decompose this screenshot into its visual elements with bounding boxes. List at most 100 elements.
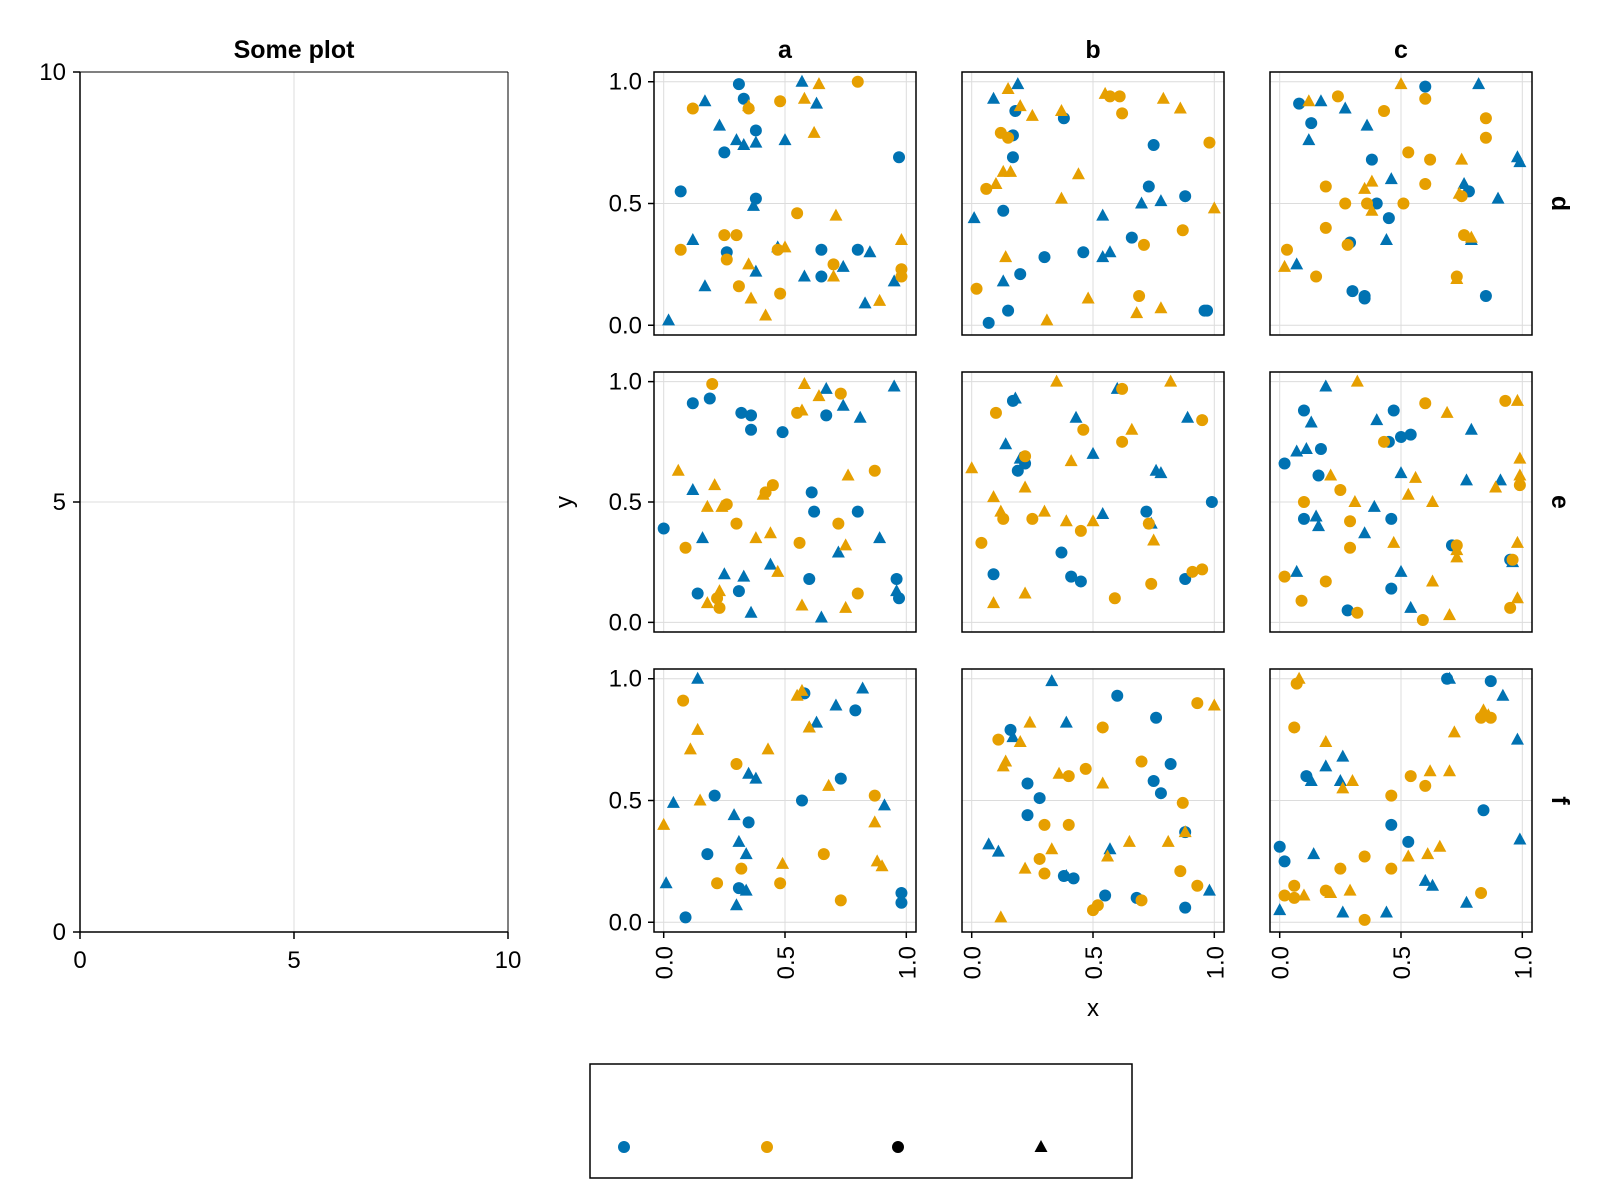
facet-x-tick-label: 1.0 bbox=[894, 946, 921, 979]
point-ea-16 bbox=[686, 482, 700, 495]
point-ea-4 bbox=[745, 409, 758, 422]
point-fb-36 bbox=[1176, 796, 1189, 809]
point-da-15 bbox=[749, 135, 763, 148]
point-fa-18 bbox=[739, 883, 753, 896]
point-fb-35 bbox=[1174, 865, 1187, 878]
point-fa-8 bbox=[849, 704, 862, 717]
point-ec-23 bbox=[1312, 519, 1326, 532]
point-fa-22 bbox=[810, 715, 824, 728]
point-da-20 bbox=[686, 233, 700, 246]
point-dc-7 bbox=[1346, 285, 1359, 298]
point-fa-30 bbox=[774, 877, 787, 890]
point-ec-16 bbox=[1309, 509, 1323, 522]
point-ea-0 bbox=[657, 522, 670, 535]
point-fa-35 bbox=[683, 742, 697, 755]
point-ea-5 bbox=[745, 423, 758, 436]
point-eb-11 bbox=[999, 437, 1013, 450]
point-fc-26 bbox=[1288, 721, 1301, 734]
point-dc-29 bbox=[1424, 153, 1437, 166]
point-fb-42 bbox=[1023, 715, 1037, 728]
point-fa-43 bbox=[822, 778, 836, 791]
point-eb-13 bbox=[1069, 410, 1083, 423]
point-ec-11 bbox=[1341, 604, 1354, 617]
point-ec-26 bbox=[1404, 600, 1418, 613]
point-db-36 bbox=[1001, 82, 1015, 95]
point-fa-44 bbox=[868, 815, 882, 828]
point-da-0 bbox=[732, 78, 745, 91]
point-ea-48 bbox=[749, 531, 763, 544]
point-eb-31 bbox=[1142, 517, 1155, 530]
point-db-18 bbox=[967, 211, 981, 224]
point-dc-5 bbox=[1382, 212, 1395, 225]
point-ea-17 bbox=[696, 531, 710, 544]
facet-panel-frame bbox=[961, 371, 1225, 633]
point-db-50 bbox=[1081, 291, 1095, 304]
point-fb-50 bbox=[1178, 825, 1192, 838]
point-fa-20 bbox=[749, 771, 763, 784]
point-fc-35 bbox=[1419, 779, 1432, 792]
point-db-11 bbox=[1147, 139, 1160, 152]
point-eb-24 bbox=[1116, 435, 1129, 448]
point-dc-11 bbox=[1479, 290, 1492, 303]
point-da-5 bbox=[674, 185, 687, 198]
point-ec-35 bbox=[1351, 606, 1364, 619]
point-fa-9 bbox=[895, 887, 908, 900]
frames-layer bbox=[73, 71, 1533, 939]
point-fc-6 bbox=[1477, 804, 1490, 817]
point-ec-29 bbox=[1493, 473, 1507, 486]
point-dc-52 bbox=[1450, 271, 1464, 284]
point-fb-15 bbox=[982, 837, 996, 850]
point-dc-40 bbox=[1341, 238, 1354, 251]
point-ec-55 bbox=[1440, 405, 1454, 418]
point-ea-7 bbox=[820, 409, 833, 422]
point-dc-12 bbox=[1302, 133, 1316, 146]
point-fa-1 bbox=[701, 848, 714, 861]
point-fb-16 bbox=[991, 844, 1005, 857]
point-ea-35 bbox=[766, 479, 779, 492]
point-fb-3 bbox=[1033, 792, 1046, 805]
point-ec-44 bbox=[1506, 553, 1519, 566]
point-eb-22 bbox=[1077, 423, 1090, 436]
point-ec-46 bbox=[1513, 479, 1526, 492]
point-fc-48 bbox=[1423, 764, 1437, 777]
point-ea-25 bbox=[853, 410, 867, 423]
point-db-44 bbox=[1071, 167, 1085, 180]
point-eb-14 bbox=[1086, 446, 1100, 459]
point-db-27 bbox=[980, 182, 993, 195]
point-ec-47 bbox=[1324, 468, 1338, 481]
point-dc-26 bbox=[1378, 104, 1391, 117]
point-ea-37 bbox=[679, 541, 692, 554]
point-ec-28 bbox=[1464, 422, 1478, 435]
point-fb-1 bbox=[1021, 777, 1034, 790]
point-da-35 bbox=[718, 229, 731, 242]
point-ec-53 bbox=[1426, 495, 1440, 507]
point-da-41 bbox=[774, 287, 787, 300]
point-dc-21 bbox=[1491, 191, 1505, 204]
point-ec-25 bbox=[1394, 564, 1408, 577]
point-da-50 bbox=[778, 240, 792, 253]
point-eb-40 bbox=[1064, 454, 1078, 467]
point-fb-10 bbox=[1154, 787, 1167, 800]
point-ec-33 bbox=[1344, 515, 1357, 528]
point-dc-32 bbox=[1319, 180, 1332, 193]
point-db-28 bbox=[970, 282, 983, 295]
point-ec-27 bbox=[1460, 473, 1473, 486]
point-fc-34 bbox=[1404, 770, 1417, 783]
point-dc-19 bbox=[1457, 177, 1471, 190]
point-ea-2 bbox=[703, 392, 716, 405]
point-db-49 bbox=[1040, 313, 1054, 326]
point-db-6 bbox=[1002, 304, 1015, 317]
point-ea-39 bbox=[832, 517, 845, 530]
point-ec-43 bbox=[1499, 394, 1512, 407]
point-fc-12 bbox=[1336, 749, 1350, 762]
point-ec-49 bbox=[1350, 374, 1364, 387]
point-eb-4 bbox=[1055, 546, 1068, 559]
point-dc-34 bbox=[1361, 197, 1374, 210]
point-fa-3 bbox=[732, 882, 745, 895]
point-fc-30 bbox=[1358, 850, 1371, 863]
point-ea-8 bbox=[805, 486, 818, 499]
point-dc-31 bbox=[1479, 131, 1492, 144]
point-db-7 bbox=[1014, 268, 1027, 281]
point-ec-32 bbox=[1334, 483, 1347, 496]
point-fa-16 bbox=[729, 898, 743, 911]
